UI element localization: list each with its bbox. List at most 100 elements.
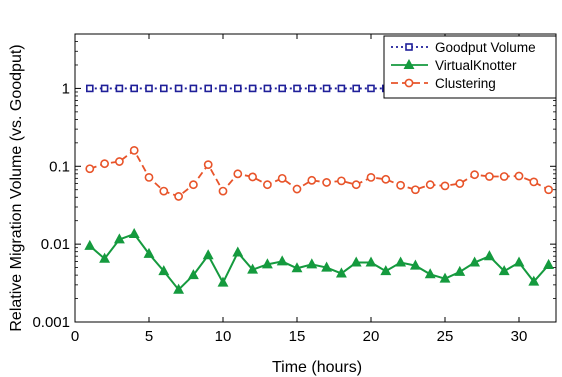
data-point — [262, 180, 272, 190]
x-tick-label: 5 — [145, 328, 153, 345]
data-point — [218, 186, 228, 196]
data-point — [144, 172, 154, 182]
data-point — [409, 259, 421, 270]
data-point — [454, 265, 466, 276]
data-point — [145, 84, 153, 93]
data-point — [130, 84, 138, 93]
y-tick-label: 1 — [62, 80, 70, 97]
data-point — [543, 258, 555, 269]
data-point — [143, 247, 155, 258]
data-point — [352, 84, 361, 93]
data-point — [232, 246, 244, 257]
series-virtualknotter — [84, 227, 555, 294]
data-point — [380, 265, 392, 276]
data-point — [263, 84, 272, 93]
legend-label: VirtualKnotter — [435, 58, 517, 73]
legend-label: Clustering — [435, 76, 496, 91]
data-point — [322, 178, 331, 187]
x-tick-label: 20 — [363, 328, 380, 345]
legend-item: VirtualKnotter — [391, 58, 517, 73]
data-point — [174, 84, 183, 93]
data-point — [321, 261, 333, 272]
y-axis-title: Relative Migration Volume (vs. Goodput) — [8, 44, 25, 331]
data-point — [159, 186, 169, 196]
data-point — [396, 180, 405, 190]
series-clustering — [85, 145, 553, 201]
y-tick-label: 0.001 — [32, 314, 70, 331]
data-point — [367, 84, 375, 93]
data-point — [498, 265, 510, 276]
data-point — [307, 175, 317, 185]
data-point — [528, 275, 540, 286]
data-point — [291, 262, 303, 273]
x-tick-label: 10 — [215, 328, 232, 345]
data-point — [307, 84, 316, 93]
data-point — [351, 180, 361, 190]
data-point — [261, 258, 273, 269]
data-point — [439, 272, 451, 283]
data-point — [173, 283, 185, 294]
legend-label: Goodput Volume — [435, 40, 536, 55]
data-point — [188, 180, 198, 190]
x-tick-label: 0 — [71, 328, 79, 345]
data-point — [248, 172, 257, 182]
data-point — [276, 255, 288, 266]
legend-item: Clustering — [391, 76, 496, 91]
data-point — [336, 176, 346, 186]
data-point — [113, 233, 125, 244]
axes-layer: 0 5 10 15 20 25 30 0.001 0.01 0.1 1 — [32, 33, 557, 345]
data-point — [128, 227, 140, 238]
data-point — [469, 256, 481, 267]
data-point — [395, 256, 407, 267]
data-point — [424, 268, 436, 279]
legend-item: Goodput Volume — [391, 40, 536, 55]
x-axis-title: Time (hours) — [272, 359, 362, 376]
data-point — [293, 84, 301, 93]
legend: Goodput Volume VirtualKnotter Clustering — [383, 35, 557, 99]
data-point — [247, 263, 259, 274]
y-tick-label: 0.1 — [49, 158, 70, 175]
data-point — [381, 174, 391, 184]
data-point — [202, 249, 214, 260]
data-point — [219, 84, 227, 93]
data-point — [86, 84, 94, 93]
data-point — [189, 84, 198, 93]
data-point — [337, 84, 346, 93]
data-point — [160, 84, 168, 93]
series-layer — [84, 84, 555, 294]
data-point — [292, 184, 302, 194]
data-point — [204, 84, 212, 93]
data-point — [350, 256, 362, 267]
y-tick-label: 0.01 — [41, 236, 70, 253]
data-point — [335, 267, 347, 278]
data-point — [306, 258, 318, 269]
legend-marker — [404, 78, 414, 88]
x-tick-label: 15 — [289, 328, 306, 345]
data-point — [100, 84, 109, 93]
data-point — [484, 172, 494, 181]
data-point — [99, 252, 111, 263]
data-point — [84, 239, 96, 250]
data-point — [425, 180, 435, 190]
legend-marker — [403, 58, 415, 69]
x-tick-label: 30 — [511, 328, 528, 345]
data-point — [366, 172, 376, 182]
data-point — [544, 185, 553, 195]
data-point — [158, 265, 170, 276]
data-point — [234, 84, 242, 93]
data-point — [115, 157, 124, 166]
data-point — [174, 192, 183, 201]
data-point — [233, 169, 243, 179]
data-point — [248, 84, 257, 93]
data-point — [277, 173, 287, 183]
data-point — [529, 177, 539, 187]
data-point — [85, 164, 95, 174]
data-point — [100, 159, 109, 169]
data-point — [217, 276, 229, 287]
data-point — [483, 250, 495, 261]
data-point — [129, 145, 139, 155]
data-point — [203, 160, 213, 170]
data-point — [470, 170, 479, 180]
data-point — [115, 84, 124, 93]
